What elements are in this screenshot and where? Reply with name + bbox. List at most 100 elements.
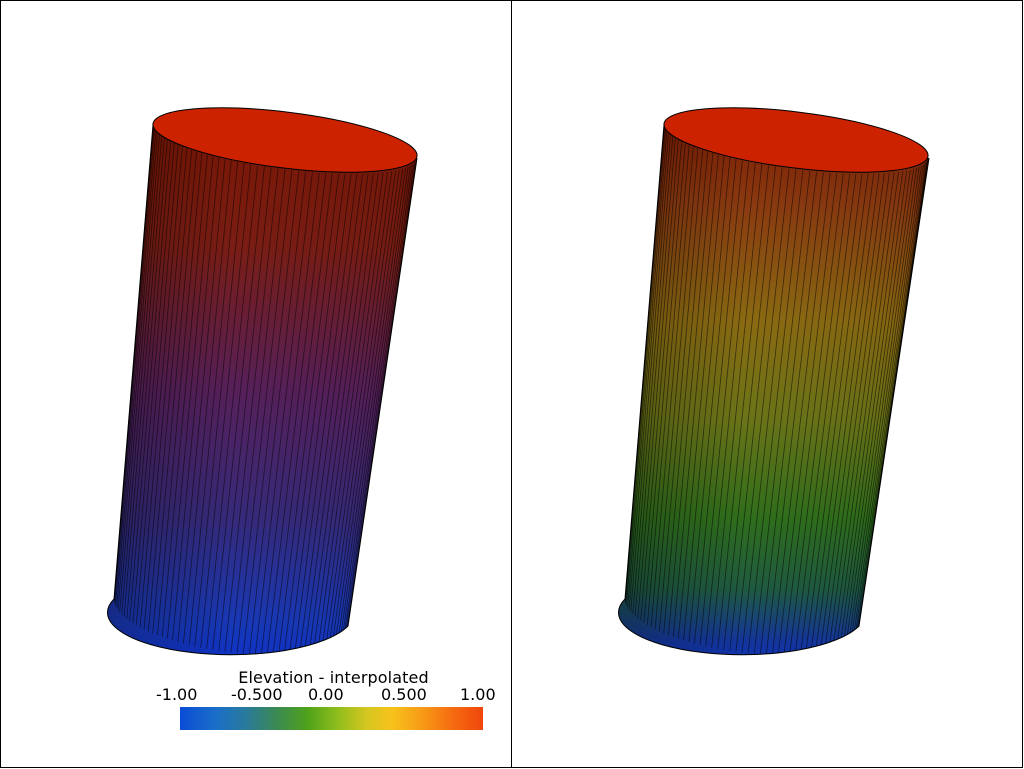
mesh-edge-line xyxy=(626,129,666,606)
mesh-edge-line xyxy=(723,166,776,650)
mesh-edge-line xyxy=(852,165,922,638)
mesh-edge-line xyxy=(848,167,917,642)
mesh-edge-line xyxy=(331,169,400,645)
mesh-edge-line xyxy=(850,166,920,640)
scalar-bar-tick-label: 0.500 xyxy=(381,685,427,704)
mesh-edge-line xyxy=(717,165,769,649)
mesh-edge-line xyxy=(230,169,286,653)
right-cylinder-top-cap xyxy=(663,107,929,173)
mesh-edge-line xyxy=(845,168,914,643)
mesh-edge-line xyxy=(166,155,214,639)
mesh-edge-line xyxy=(699,161,750,646)
left-mesh-edges xyxy=(113,125,417,655)
scalar-bar-tick-label: 1.00 xyxy=(460,685,496,704)
mesh-edge-line xyxy=(637,139,679,619)
mesh-edge-line xyxy=(747,170,804,654)
mesh-edge-line xyxy=(157,152,203,636)
mesh-edge-line xyxy=(800,173,863,654)
mesh-edge-line xyxy=(172,157,220,641)
left-cylinder-top-cap xyxy=(152,107,418,173)
mesh-edge-line xyxy=(842,169,911,645)
mesh-edge-line xyxy=(248,171,306,655)
mesh-edge-line xyxy=(650,146,694,628)
mesh-edge-line xyxy=(828,172,895,650)
mesh-edge-line xyxy=(317,172,384,650)
scalar-bar: Elevation - interpolated -1.00 -0.500 0.… xyxy=(151,669,501,733)
mesh-edge-line xyxy=(161,154,208,637)
mesh-edge-line xyxy=(625,127,666,604)
mesh-edge-line xyxy=(688,158,737,643)
mesh-edge-line xyxy=(117,132,158,610)
left-viewport[interactable]: Elevation - interpolated -1.00 -0.500 0.… xyxy=(0,0,512,768)
mesh-edge-line xyxy=(313,172,379,651)
mesh-edge-line xyxy=(139,146,183,628)
mesh-edge-line xyxy=(152,151,198,634)
mesh-edge-line xyxy=(129,141,172,621)
mesh-edge-line xyxy=(668,152,714,636)
mesh-edge-line xyxy=(672,154,719,637)
mesh-edge-line xyxy=(654,147,699,630)
mesh-edge-line xyxy=(321,171,388,649)
mesh-edge-line xyxy=(337,167,406,642)
mesh-edge-line xyxy=(299,173,363,653)
mesh-edge-line xyxy=(854,164,924,636)
mesh-edge-line xyxy=(632,136,674,615)
mesh-edge-line xyxy=(289,173,352,654)
mesh-edge-line xyxy=(283,173,346,655)
right-viewport[interactable] xyxy=(511,0,1023,768)
mesh-edge-line xyxy=(824,172,890,651)
mesh-edge-line xyxy=(683,157,731,641)
mesh-edge-line xyxy=(640,141,683,621)
mesh-edge-line xyxy=(634,137,676,617)
mesh-edge-line xyxy=(115,129,155,606)
scalar-bar-title: Elevation - interpolated xyxy=(238,668,429,687)
mesh-edge-line xyxy=(206,165,258,649)
scalar-bar-tick-label: 0.00 xyxy=(308,685,344,704)
mesh-edge-line xyxy=(783,173,844,655)
mesh-edge-line xyxy=(114,127,155,604)
scalar-bar-colormap xyxy=(180,707,483,730)
mesh-edge-line xyxy=(188,161,239,646)
mesh-edge-line xyxy=(278,173,340,655)
mesh-edge-line xyxy=(346,162,416,633)
mesh-edge-line xyxy=(272,173,333,655)
mesh-edge-line xyxy=(658,149,704,632)
mesh-edge-line xyxy=(735,168,790,652)
mesh-edge-line xyxy=(339,166,409,640)
mesh-edge-line xyxy=(628,132,669,610)
mesh-edge-line xyxy=(789,173,851,655)
mesh-edge-line xyxy=(304,173,369,653)
mesh-edge-line xyxy=(643,142,686,624)
mesh-edge-line xyxy=(857,162,927,633)
left-cylinder-render xyxy=(107,107,418,656)
mesh-edge-line xyxy=(805,173,869,654)
mesh-edge-line xyxy=(711,164,763,648)
mesh-edge-line xyxy=(126,139,168,619)
scalar-bar-tick-label: -1.00 xyxy=(156,685,198,704)
mesh-edge-line xyxy=(143,147,188,630)
mesh-edge-line xyxy=(836,171,904,647)
mesh-edge-line xyxy=(677,155,725,639)
mesh-edge-line xyxy=(819,173,885,652)
mesh-edge-line xyxy=(294,173,358,654)
mesh-edge-line xyxy=(630,134,671,613)
mesh-edge-line xyxy=(694,160,743,644)
mesh-edge-line xyxy=(242,171,300,654)
mesh-edge-line xyxy=(729,167,783,651)
mesh-edge-line xyxy=(119,134,160,613)
mesh-edge-line xyxy=(132,142,175,624)
mesh-edge-line xyxy=(345,163,415,635)
mesh-edge-line xyxy=(328,170,397,646)
mesh-edge-line xyxy=(759,171,817,655)
mesh-edge-line xyxy=(236,170,293,654)
mesh-edge-line xyxy=(123,137,165,617)
mesh-edge-line xyxy=(116,131,157,608)
mesh-edge-line xyxy=(627,131,668,608)
scalar-bar-tick-label: -0.500 xyxy=(231,685,283,704)
mesh-edge-line xyxy=(260,172,320,655)
mesh-edge-line xyxy=(266,173,327,655)
mesh-edge-line xyxy=(200,164,252,648)
mesh-edge-line xyxy=(663,151,709,634)
mesh-edge-line xyxy=(135,144,179,626)
